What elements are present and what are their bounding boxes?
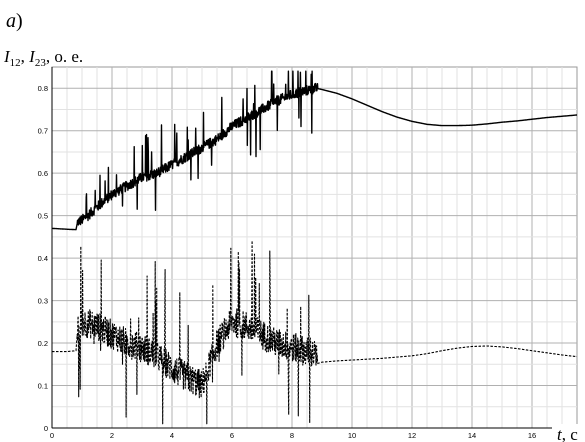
series-group (51, 70, 578, 425)
y-label-sep: , (21, 47, 30, 66)
x-tick-label: 8 (290, 431, 294, 440)
y-tick-label: 0.7 (38, 127, 48, 136)
y-tick-label: 0.6 (38, 169, 48, 178)
x-tick-label: 6 (230, 431, 234, 440)
x-tick-label: 16 (528, 431, 536, 440)
panel-label-paren: ) (16, 10, 23, 32)
y-tick-label: 0.3 (38, 297, 48, 306)
y-label-sub2: 23 (35, 57, 47, 69)
x-tick-label: 4 (170, 431, 174, 440)
x-tick-label: 0 (50, 431, 54, 440)
panel-label-letter: a (6, 10, 16, 32)
y-tick-label: 0.5 (38, 212, 48, 221)
y-label-sym1: I (3, 47, 11, 66)
y-tick-label: 0.8 (38, 84, 48, 93)
y-tick-label: 0.4 (38, 254, 48, 263)
x-tick-label: 12 (408, 431, 416, 440)
x-tick-label: 10 (348, 431, 356, 440)
x-label-unit: , с (562, 425, 579, 442)
y-label-sub1: 12 (10, 57, 21, 69)
y-label-unit: , о. е. (46, 47, 83, 66)
x-tick-labels: 0 2 4 6 8 10 12 14 16 (50, 431, 536, 440)
x-label-sym: t (557, 425, 563, 442)
y-tick-labels: 0 0.1 0.2 0.3 0.4 0.5 0.6 0.7 0.8 (38, 84, 48, 433)
y-tick-label: 0 (44, 424, 48, 433)
series-line-i23 (51, 240, 578, 425)
x-axis-label-bg (552, 424, 585, 442)
series-line-i12 (51, 70, 578, 231)
panel-label: a) (6, 10, 23, 32)
y-tick-label: 0.1 (38, 382, 48, 391)
y-tick-label: 0.2 (38, 339, 48, 348)
y-axis-label: I12, I23, о. е. (3, 47, 83, 69)
x-tick-label: 2 (110, 431, 114, 440)
x-tick-label: 14 (468, 431, 476, 440)
plot-area (51, 66, 578, 429)
y-label-sym2: I (28, 47, 36, 66)
x-axis-label: t, с (557, 425, 578, 442)
